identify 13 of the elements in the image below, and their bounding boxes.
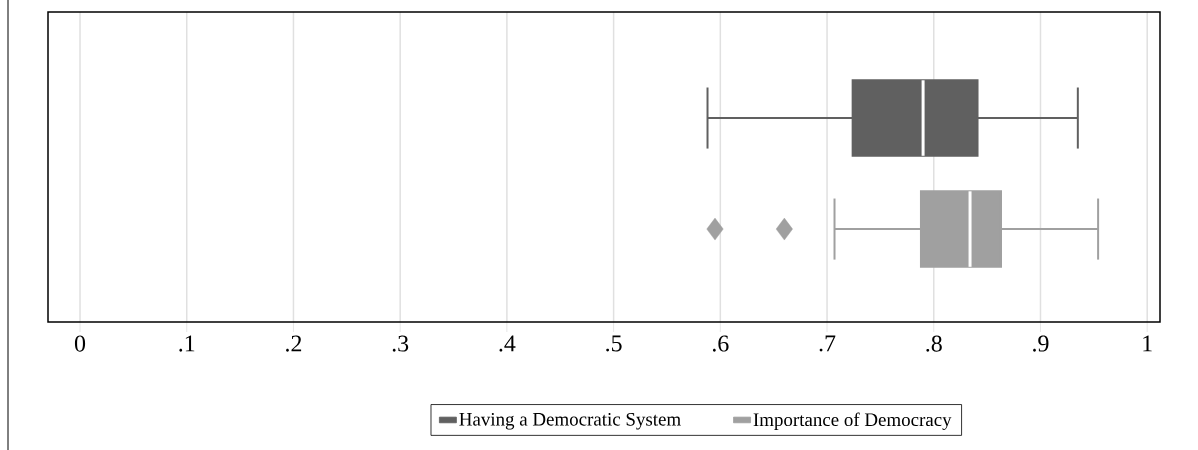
- x-tick-label: .5: [606, 335, 622, 352]
- x-tick-label: 0: [74, 335, 86, 352]
- legend-label: Importance of Democracy: [753, 412, 952, 430]
- x-tick-label: 1: [1143, 335, 1152, 352]
- x-tick-label: .6: [712, 335, 729, 352]
- x-tick-label: .4: [499, 335, 516, 352]
- x-tick-label: .9: [1033, 335, 1049, 352]
- x-tick-label: .3: [392, 335, 409, 352]
- x-tick-label: .8: [926, 335, 942, 352]
- legend-label: Having a Democratic System: [459, 412, 681, 430]
- x-tick-label: .1: [179, 335, 195, 352]
- x-tick-label: .7: [819, 335, 836, 352]
- x-tick-label: .2: [286, 335, 302, 352]
